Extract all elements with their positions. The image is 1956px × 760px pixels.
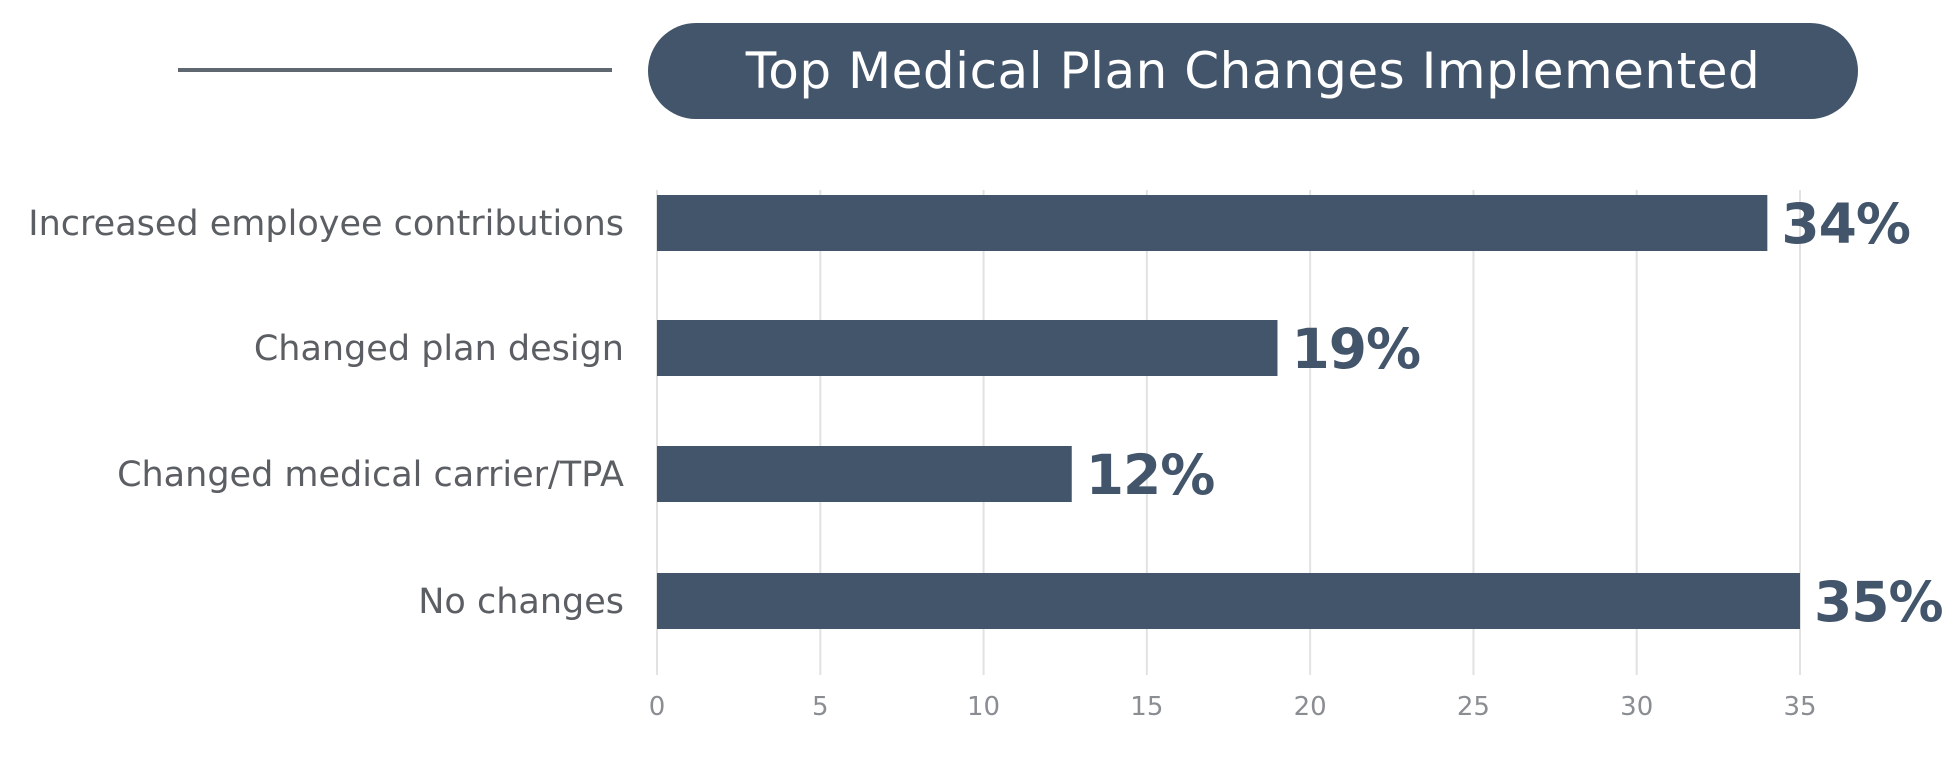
category-labels: Increased employee contributions Changed … — [28, 204, 624, 622]
value-label: 34% — [1781, 192, 1910, 256]
value-label: 35% — [1814, 570, 1943, 634]
x-tick-label: 30 — [1620, 692, 1653, 722]
x-tick-label: 0 — [649, 692, 666, 722]
value-label: 12% — [1086, 443, 1215, 507]
x-tick-label: 5 — [812, 692, 829, 722]
category-label: No changes — [418, 582, 624, 622]
bar — [657, 195, 1768, 251]
category-label: Changed medical carrier/TPA — [117, 455, 624, 495]
value-labels: 34% 19% 12% 35% — [1086, 192, 1944, 634]
x-tick-label: 15 — [1130, 692, 1163, 722]
value-label: 19% — [1291, 317, 1420, 381]
x-tick-label: 10 — [967, 692, 1000, 722]
x-tick-label: 25 — [1457, 692, 1490, 722]
decorative-rule — [178, 68, 612, 72]
bar — [657, 446, 1072, 502]
bars — [657, 195, 1800, 629]
chart-title: Top Medical Plan Changes Implemented — [648, 23, 1858, 119]
bar — [657, 573, 1800, 629]
x-tick-label: 20 — [1294, 692, 1327, 722]
category-label: Changed plan design — [254, 329, 624, 369]
bar — [657, 320, 1278, 376]
x-axis-ticks: 0 5 10 15 20 25 30 35 — [649, 692, 1817, 722]
x-tick-label: 35 — [1783, 692, 1816, 722]
category-label: Increased employee contributions — [28, 204, 624, 244]
